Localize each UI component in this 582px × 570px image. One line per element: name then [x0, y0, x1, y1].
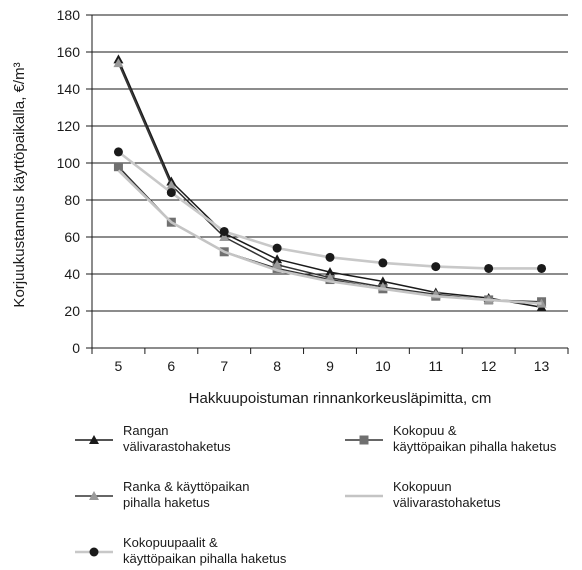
data-point [272, 254, 283, 264]
legend-marker [89, 547, 99, 557]
x-tick-label: 7 [220, 358, 228, 374]
legend-item: Kokopuun välivarastohaketus [345, 479, 501, 510]
data-point [484, 263, 494, 273]
data-point [325, 272, 335, 282]
data-point [219, 226, 229, 236]
legend-label: Rangan välivarastohaketus [123, 423, 231, 454]
data-point [377, 276, 388, 286]
y-tick-labels: 0 20 40 60 80 100 120 140 160 180 [57, 7, 81, 356]
data-point [325, 252, 335, 262]
data-point [272, 243, 282, 253]
data-point [219, 232, 230, 241]
legend-marker [359, 435, 369, 445]
y-tick-label: 180 [57, 7, 81, 23]
x-tick-label: 9 [326, 358, 334, 374]
series-line [117, 169, 542, 305]
legend-label: Ranka & käyttöpaikan pihalla haketus [123, 479, 249, 510]
grid-lines [86, 14, 568, 349]
y-tick-label: 20 [64, 303, 80, 319]
data-point [113, 58, 124, 68]
y-tick-label: 140 [57, 81, 81, 97]
data-point [113, 147, 123, 157]
y-tick-label: 60 [64, 229, 80, 245]
x-tick-labels: 5 6 7 8 9 10 11 12 13 [115, 358, 550, 374]
series-2 [113, 162, 547, 307]
x-tick-label: 12 [481, 358, 497, 374]
y-axis-title: Korjuukustannus käyttöpaikalla, €/m³ [11, 62, 28, 307]
y-tick-label: 80 [64, 192, 80, 208]
y-tick-label: 100 [57, 155, 81, 171]
y-tick-label: 40 [64, 266, 80, 282]
data-point [325, 267, 335, 277]
legend-label: Kokopuu & käyttöpaikan pihalla haketus [393, 423, 557, 454]
x-tick-label: 6 [167, 358, 175, 374]
x-tick-label: 5 [115, 358, 123, 374]
x-tick-label: 11 [429, 358, 444, 374]
x-tick-label: 13 [534, 358, 550, 374]
y-tick-label: 160 [57, 44, 81, 60]
data-point [166, 180, 177, 190]
series-4 [117, 169, 542, 305]
legend-marker [89, 491, 99, 500]
x-tick-label: 8 [273, 358, 281, 374]
legend-marker [89, 435, 99, 444]
series-5 [113, 147, 547, 273]
data-point [537, 263, 547, 273]
series-line [117, 150, 542, 270]
data-point [113, 162, 123, 172]
y-tick-label: 120 [57, 118, 81, 134]
legend-item: Rangan välivarastohaketus [75, 423, 231, 454]
legend-item: Kokopuupaalit & käyttöpaikan pihalla hake… [75, 535, 287, 566]
legend-label: Kokopuupaalit & käyttöpaikan pihalla hake… [123, 535, 287, 566]
x-axis-title: Hakkuupoistuman rinnankorkeusläpimitta, … [189, 390, 492, 407]
series-lines [113, 54, 547, 312]
data-point [272, 259, 283, 269]
data-point [378, 258, 388, 268]
legend: Rangan välivarastohaketus Kokopuu & käyttöp… [75, 423, 557, 566]
y-tick-label: 0 [72, 340, 80, 356]
axes [91, 15, 569, 354]
data-point [166, 188, 176, 198]
legend-item: Kokopuu & käyttöpaikan pihalla haketus [345, 423, 557, 454]
x-tick-label: 10 [375, 358, 391, 374]
data-point [431, 262, 441, 272]
legend-label: Kokopuun välivarastohaketus [393, 479, 501, 510]
legend-item: Ranka & käyttöpaikan pihalla haketus [75, 479, 249, 510]
